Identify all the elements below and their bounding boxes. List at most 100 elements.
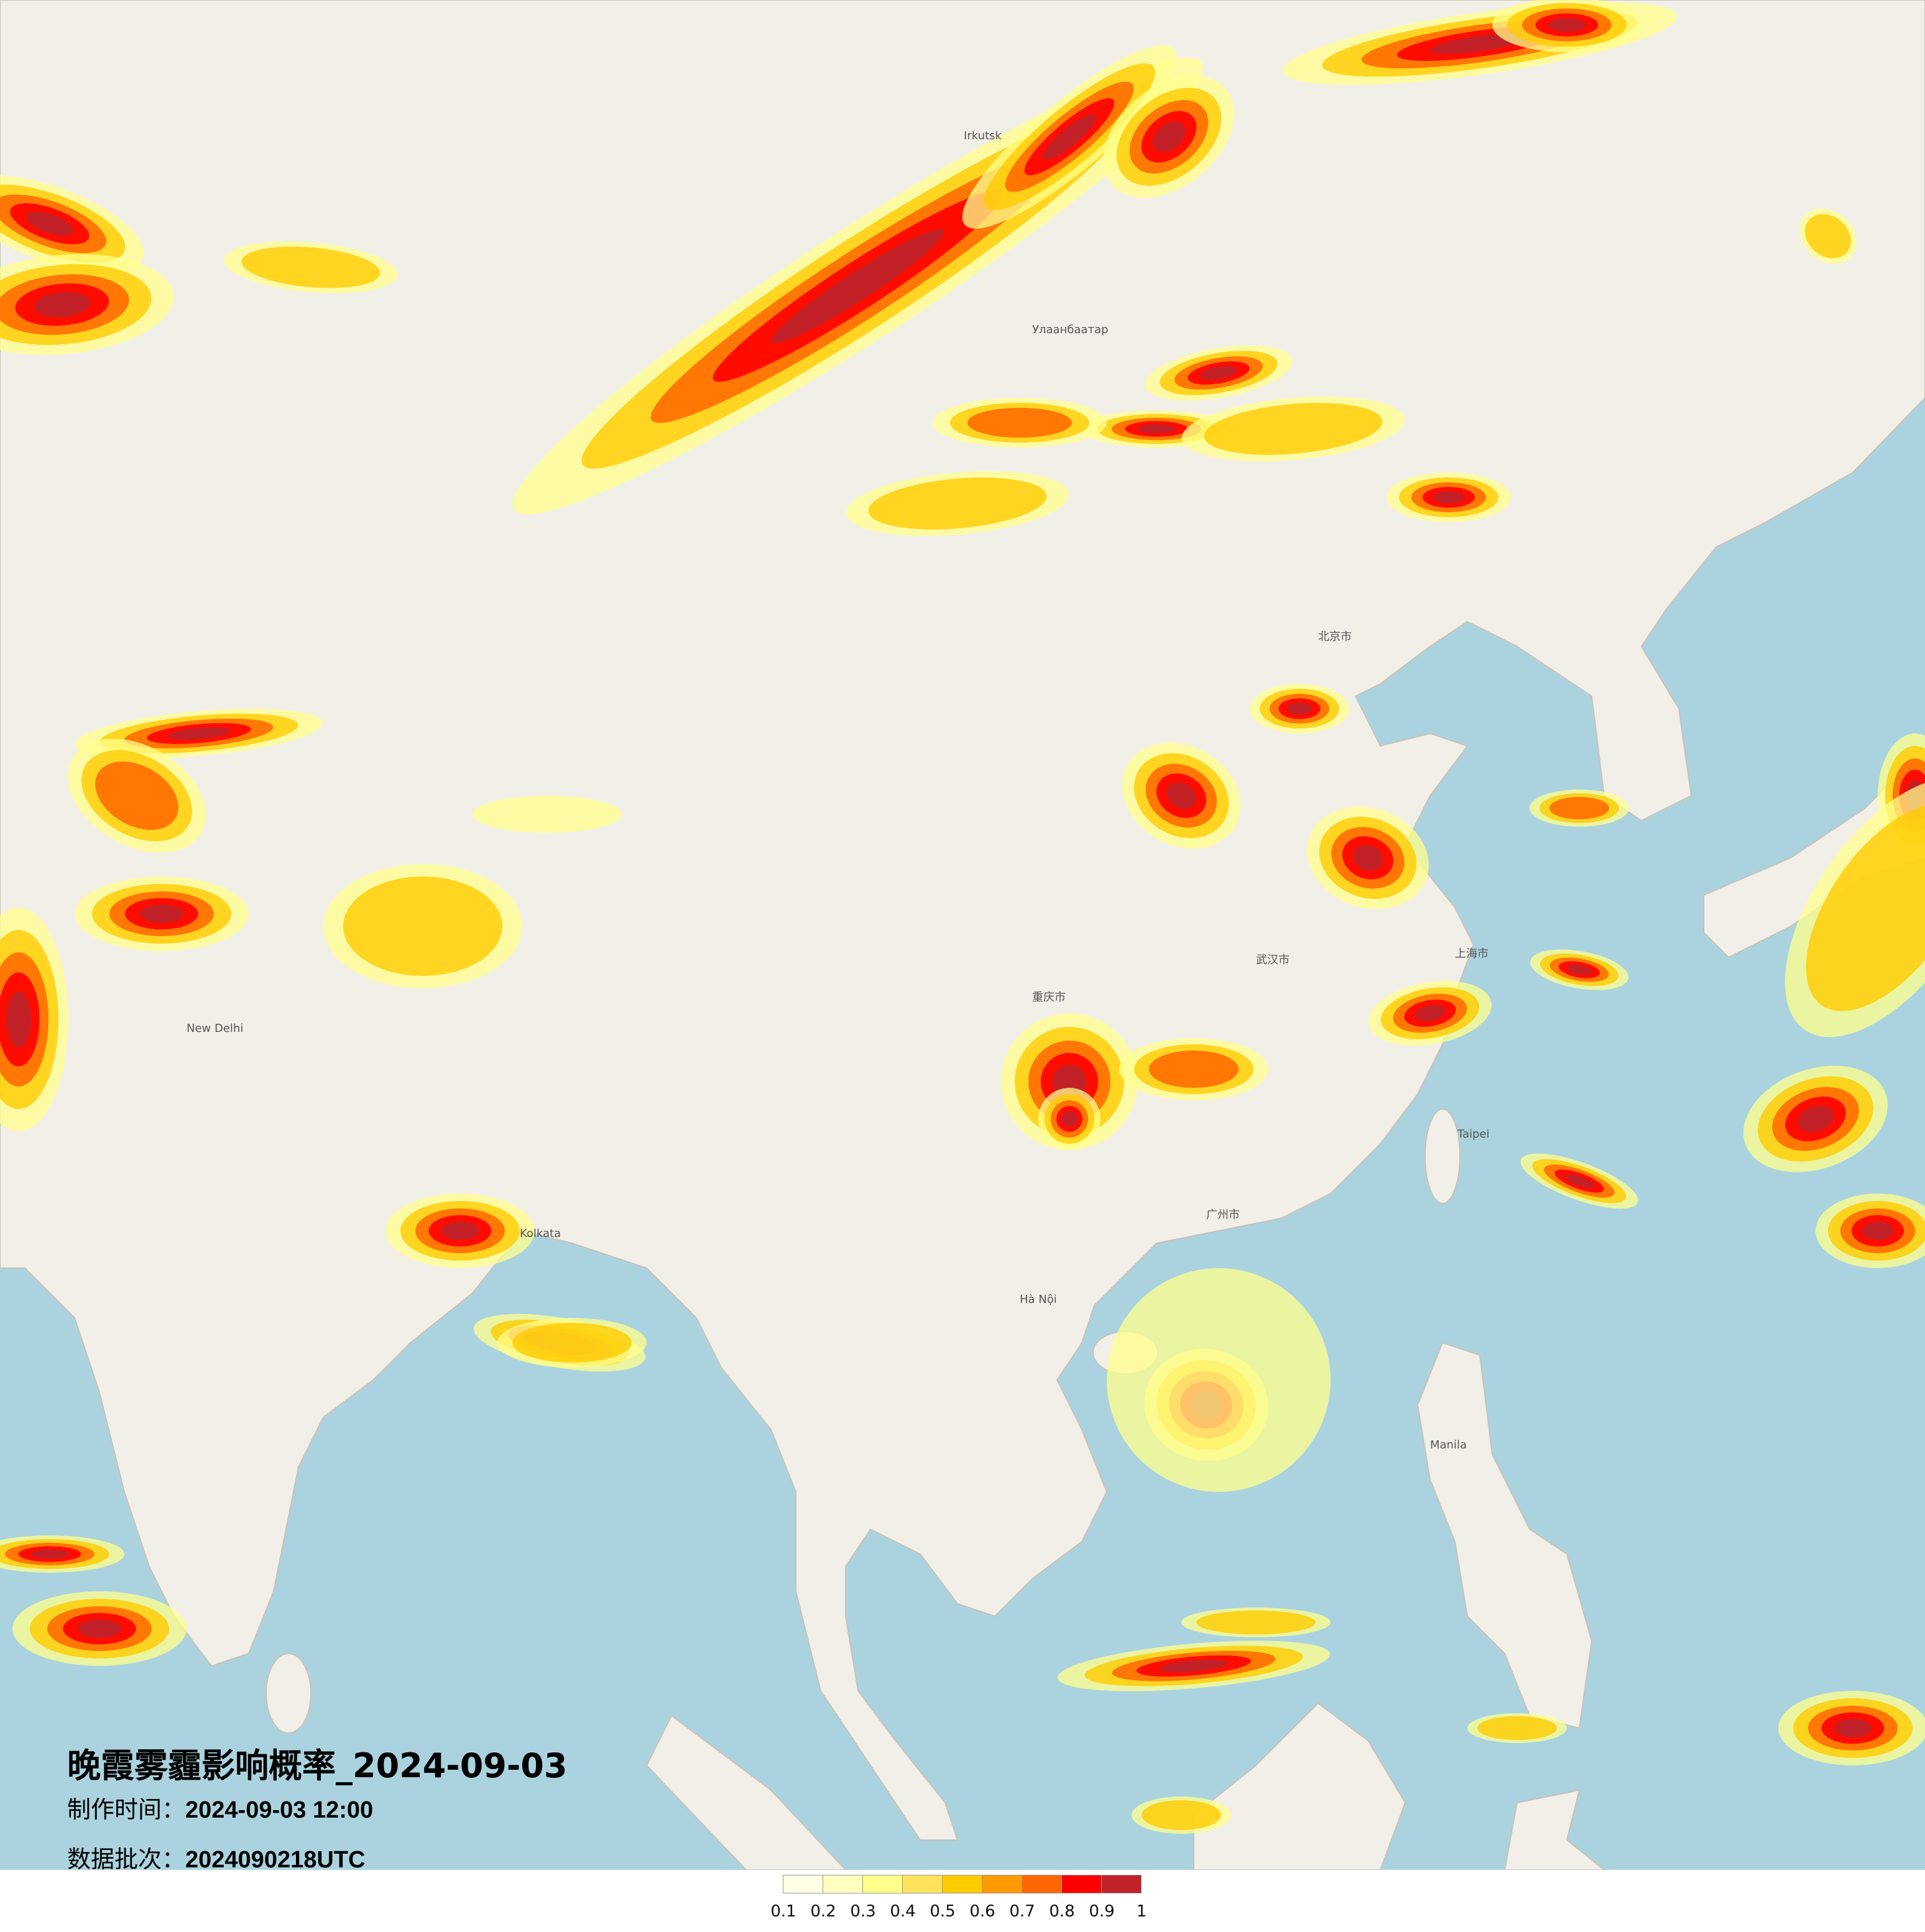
legend-tick: 0.6 (969, 1902, 995, 1921)
haze-patch (1530, 789, 1629, 827)
city-label: Hà Nội (1020, 1293, 1057, 1306)
haze-level-area (772, 229, 944, 343)
legend-tick: 0.4 (890, 1902, 916, 1921)
haze-patch (1799, 208, 1857, 264)
haze-level-area (31, 1549, 68, 1559)
haze-patch (1122, 742, 1241, 849)
haze-level-area (1564, 1174, 1594, 1189)
city-label: 广州市 (1206, 1208, 1240, 1221)
haze-level-area (6, 991, 31, 1047)
legend-tick: 0.8 (1049, 1902, 1075, 1921)
haze-level-area (1806, 804, 1925, 1011)
city-label: Irkutsk (964, 129, 1002, 142)
haze-level-area (1805, 214, 1851, 259)
haze-level-area (1042, 114, 1097, 160)
haze-level-area (34, 292, 90, 318)
legend-tick: 0.1 (770, 1902, 796, 1921)
legend-tick: 0.7 (1009, 1902, 1035, 1921)
city-label: 北京市 (1318, 630, 1352, 643)
haze-patch (1369, 980, 1492, 1046)
haze-patch (846, 471, 1069, 536)
haze-level-area (1142, 1800, 1221, 1830)
haze-patch (1132, 1796, 1231, 1834)
haze-level-area (868, 477, 1047, 530)
haze-patch (1145, 345, 1293, 401)
haze-level-area (241, 246, 381, 288)
haze-level-area (1196, 1610, 1316, 1635)
legend-swatch (902, 1875, 943, 1893)
legend-swatch (942, 1875, 982, 1893)
haze-level-area (1287, 702, 1312, 715)
haze-patch (1107, 1268, 1331, 1492)
legend-swatch (982, 1875, 1022, 1893)
haze-level-area (1352, 845, 1383, 871)
city-label: 上海市 (1455, 947, 1489, 960)
haze-level-area (1477, 1716, 1557, 1741)
haze-level-area (1061, 1111, 1078, 1127)
haze-level-area (1834, 1719, 1872, 1737)
legend-swatch (862, 1875, 903, 1893)
haze-level-area (1160, 1659, 1228, 1673)
legend-swatch (1101, 1875, 1142, 1893)
production-time: 制作时间：2024-09-03 12:00 (67, 1790, 373, 1824)
legend-swatch (823, 1875, 863, 1893)
haze-patch (1467, 1713, 1567, 1743)
haze-patch (1784, 778, 1925, 1037)
haze-level-area (1152, 121, 1186, 152)
haze-patch (1307, 806, 1429, 909)
haze-patch (1778, 1691, 1925, 1765)
haze-patch (1038, 1088, 1101, 1150)
haze-patch (473, 796, 622, 833)
haze-level-area (1415, 1005, 1446, 1022)
haze-level-area (1149, 1051, 1239, 1088)
taiwan-island (1424, 1108, 1461, 1204)
haze-patch (0, 175, 144, 273)
haze-patch (1492, 0, 1641, 52)
city-label: Manila (1430, 1438, 1467, 1451)
haze-patch (75, 876, 249, 951)
legend-tick: 1 (1136, 1902, 1147, 1921)
map-title: 晚霞雾霾影响概率_2024-09-03 (67, 1746, 568, 1785)
haze-patch (75, 709, 323, 758)
haze-level-area (1567, 964, 1592, 975)
haze-level-area (967, 408, 1072, 438)
city-label: 武汉市 (1256, 954, 1290, 967)
haze-level-area (1862, 1221, 1893, 1240)
haze-level-area (1797, 1105, 1834, 1133)
data-batch-value: 2024090218UTC (185, 1847, 366, 1873)
haze-patch (67, 738, 206, 853)
haze-level-area (441, 1221, 479, 1240)
color-legend (783, 1875, 1142, 1893)
legend-tick: 0.3 (850, 1902, 876, 1921)
haze-level-area (168, 727, 230, 740)
haze-patch (12, 1591, 187, 1666)
legend-tick-labels: 0.1 0.2 0.3 0.4 0.5 0.6 0.7 0.8 0.9 1 (770, 1902, 1193, 1927)
haze-patch (1119, 1038, 1268, 1100)
haze-level-area (512, 1323, 632, 1363)
data-batch-label: 数据批次： (67, 1846, 186, 1873)
haze-level-area (473, 796, 622, 833)
haze-patch (323, 864, 522, 988)
haze-level-area (1204, 403, 1383, 455)
haze-level-area (95, 761, 178, 830)
city-label: Улаанбаатар (1032, 323, 1108, 336)
haze-patch (1530, 949, 1628, 990)
haze-patch (0, 908, 68, 1131)
haze-patch (1520, 1153, 1638, 1209)
haze-patch (1057, 1640, 1331, 1691)
haze-level-area (1107, 1268, 1331, 1492)
haze-probability-layer (0, 0, 1925, 1834)
sulawesi (1503, 1789, 1605, 1870)
haze-patch (224, 241, 398, 293)
haze-level-area (1166, 782, 1196, 809)
haze-level-area (140, 904, 183, 923)
map-canvas[interactable]: Улаанбаатар 北京市 上海市 武汉市 广州市 重庆市 Hà Nội K… (0, 0, 1925, 1870)
legend-swatch (1022, 1875, 1062, 1893)
city-label: 重庆市 (1032, 991, 1066, 1004)
sumatra (645, 1714, 847, 1870)
haze-patch (1816, 1194, 1925, 1268)
haze-level-area (1548, 18, 1586, 32)
haze-level-area (343, 876, 502, 976)
haze-patch (1181, 396, 1405, 462)
